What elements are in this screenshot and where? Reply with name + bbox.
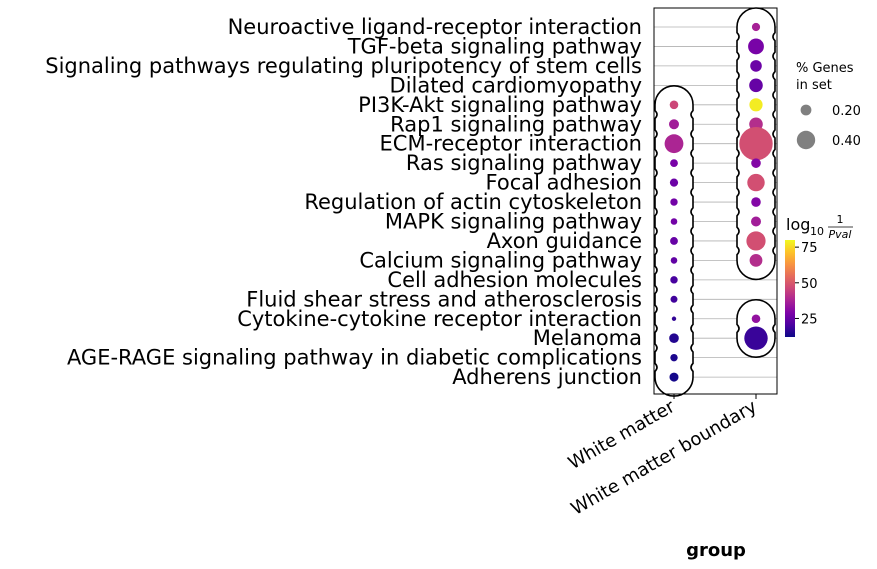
size-legend-dot	[800, 104, 812, 116]
colorbar-tick-label: 75	[801, 241, 818, 256]
size-legend-label: 0.40	[832, 134, 861, 149]
dot	[749, 98, 763, 112]
dot	[669, 119, 679, 130]
colorbar-title-base: 10	[810, 225, 824, 238]
dot	[748, 38, 764, 55]
term-label: Adherens junction	[452, 365, 642, 389]
colorbar-tick-label: 50	[801, 277, 818, 292]
dot	[749, 78, 763, 93]
term-label: Axon guidance	[487, 229, 642, 253]
term-label: AGE-RAGE signaling pathway in diabetic c…	[67, 346, 642, 370]
term-label: Melanoma	[533, 326, 642, 350]
dot	[669, 372, 679, 382]
size-legend-title-line2: in set	[796, 78, 832, 93]
dot	[670, 295, 678, 303]
dot	[751, 158, 761, 168]
term-label: TGF-beta signaling pathway	[347, 34, 642, 58]
dot	[670, 218, 678, 225]
term-label: Fluid shear stress and atherosclerosis	[246, 287, 642, 311]
size-legend-label: 0.20	[832, 104, 861, 119]
term-label: PI3K-Akt signaling pathway	[358, 93, 642, 117]
dot	[670, 159, 678, 168]
dot	[751, 216, 761, 227]
term-label: Cell adhesion molecules	[387, 268, 642, 292]
term-label: Cytokine-cytokine receptor interaction	[237, 307, 642, 331]
term-labels: Neuroactive ligand-receptor interactionT…	[45, 15, 642, 389]
colorbar-gradient	[785, 240, 795, 337]
plot-frame	[653, 7, 778, 395]
colorbar-title-numerator: 1	[837, 213, 844, 226]
dot	[751, 314, 761, 324]
term-label: Calcium signaling pathway	[359, 248, 642, 272]
dot	[751, 197, 761, 207]
dot	[670, 276, 678, 284]
dot	[670, 257, 678, 264]
colorbar: log 10 1 Pval 25 50 75	[785, 213, 853, 337]
dot	[669, 178, 679, 187]
term-label: Dilated cardiomyopathy	[390, 73, 642, 97]
dot	[751, 22, 761, 32]
size-legend: % Genes in set 0.20 0.40	[796, 61, 861, 150]
dot	[744, 326, 768, 350]
term-label: Rap1 signaling pathway	[390, 112, 642, 136]
term-label: ECM-receptor interaction	[380, 132, 642, 156]
dot	[669, 100, 679, 110]
term-label: Neuroactive ligand-receptor interaction	[228, 15, 642, 39]
dot	[739, 127, 773, 161]
dot	[670, 198, 678, 206]
dot	[747, 173, 765, 192]
x-axis-label: group	[686, 540, 746, 561]
dot	[670, 353, 678, 362]
dots-layer	[664, 22, 773, 382]
size-legend-title-line1: % Genes	[796, 61, 854, 76]
dot	[746, 231, 766, 251]
colorbar-title-log: log	[786, 215, 810, 234]
colorbar-tick-label: 25	[801, 312, 818, 327]
dot	[670, 237, 678, 245]
dot	[664, 134, 684, 154]
dot	[749, 254, 763, 267]
size-legend-dot	[796, 130, 816, 150]
dot	[669, 333, 679, 344]
colorbar-title-denominator: Pval	[829, 228, 852, 241]
term-label: Signaling pathways regulating pluripoten…	[45, 54, 642, 78]
term-label: Regulation of actin cytoskeleton	[304, 190, 642, 214]
term-label: MAPK signaling pathway	[385, 210, 642, 234]
dot	[671, 316, 677, 321]
term-label: Ras signaling pathway	[406, 151, 642, 175]
dot	[750, 60, 762, 72]
term-label: Focal adhesion	[486, 171, 642, 195]
